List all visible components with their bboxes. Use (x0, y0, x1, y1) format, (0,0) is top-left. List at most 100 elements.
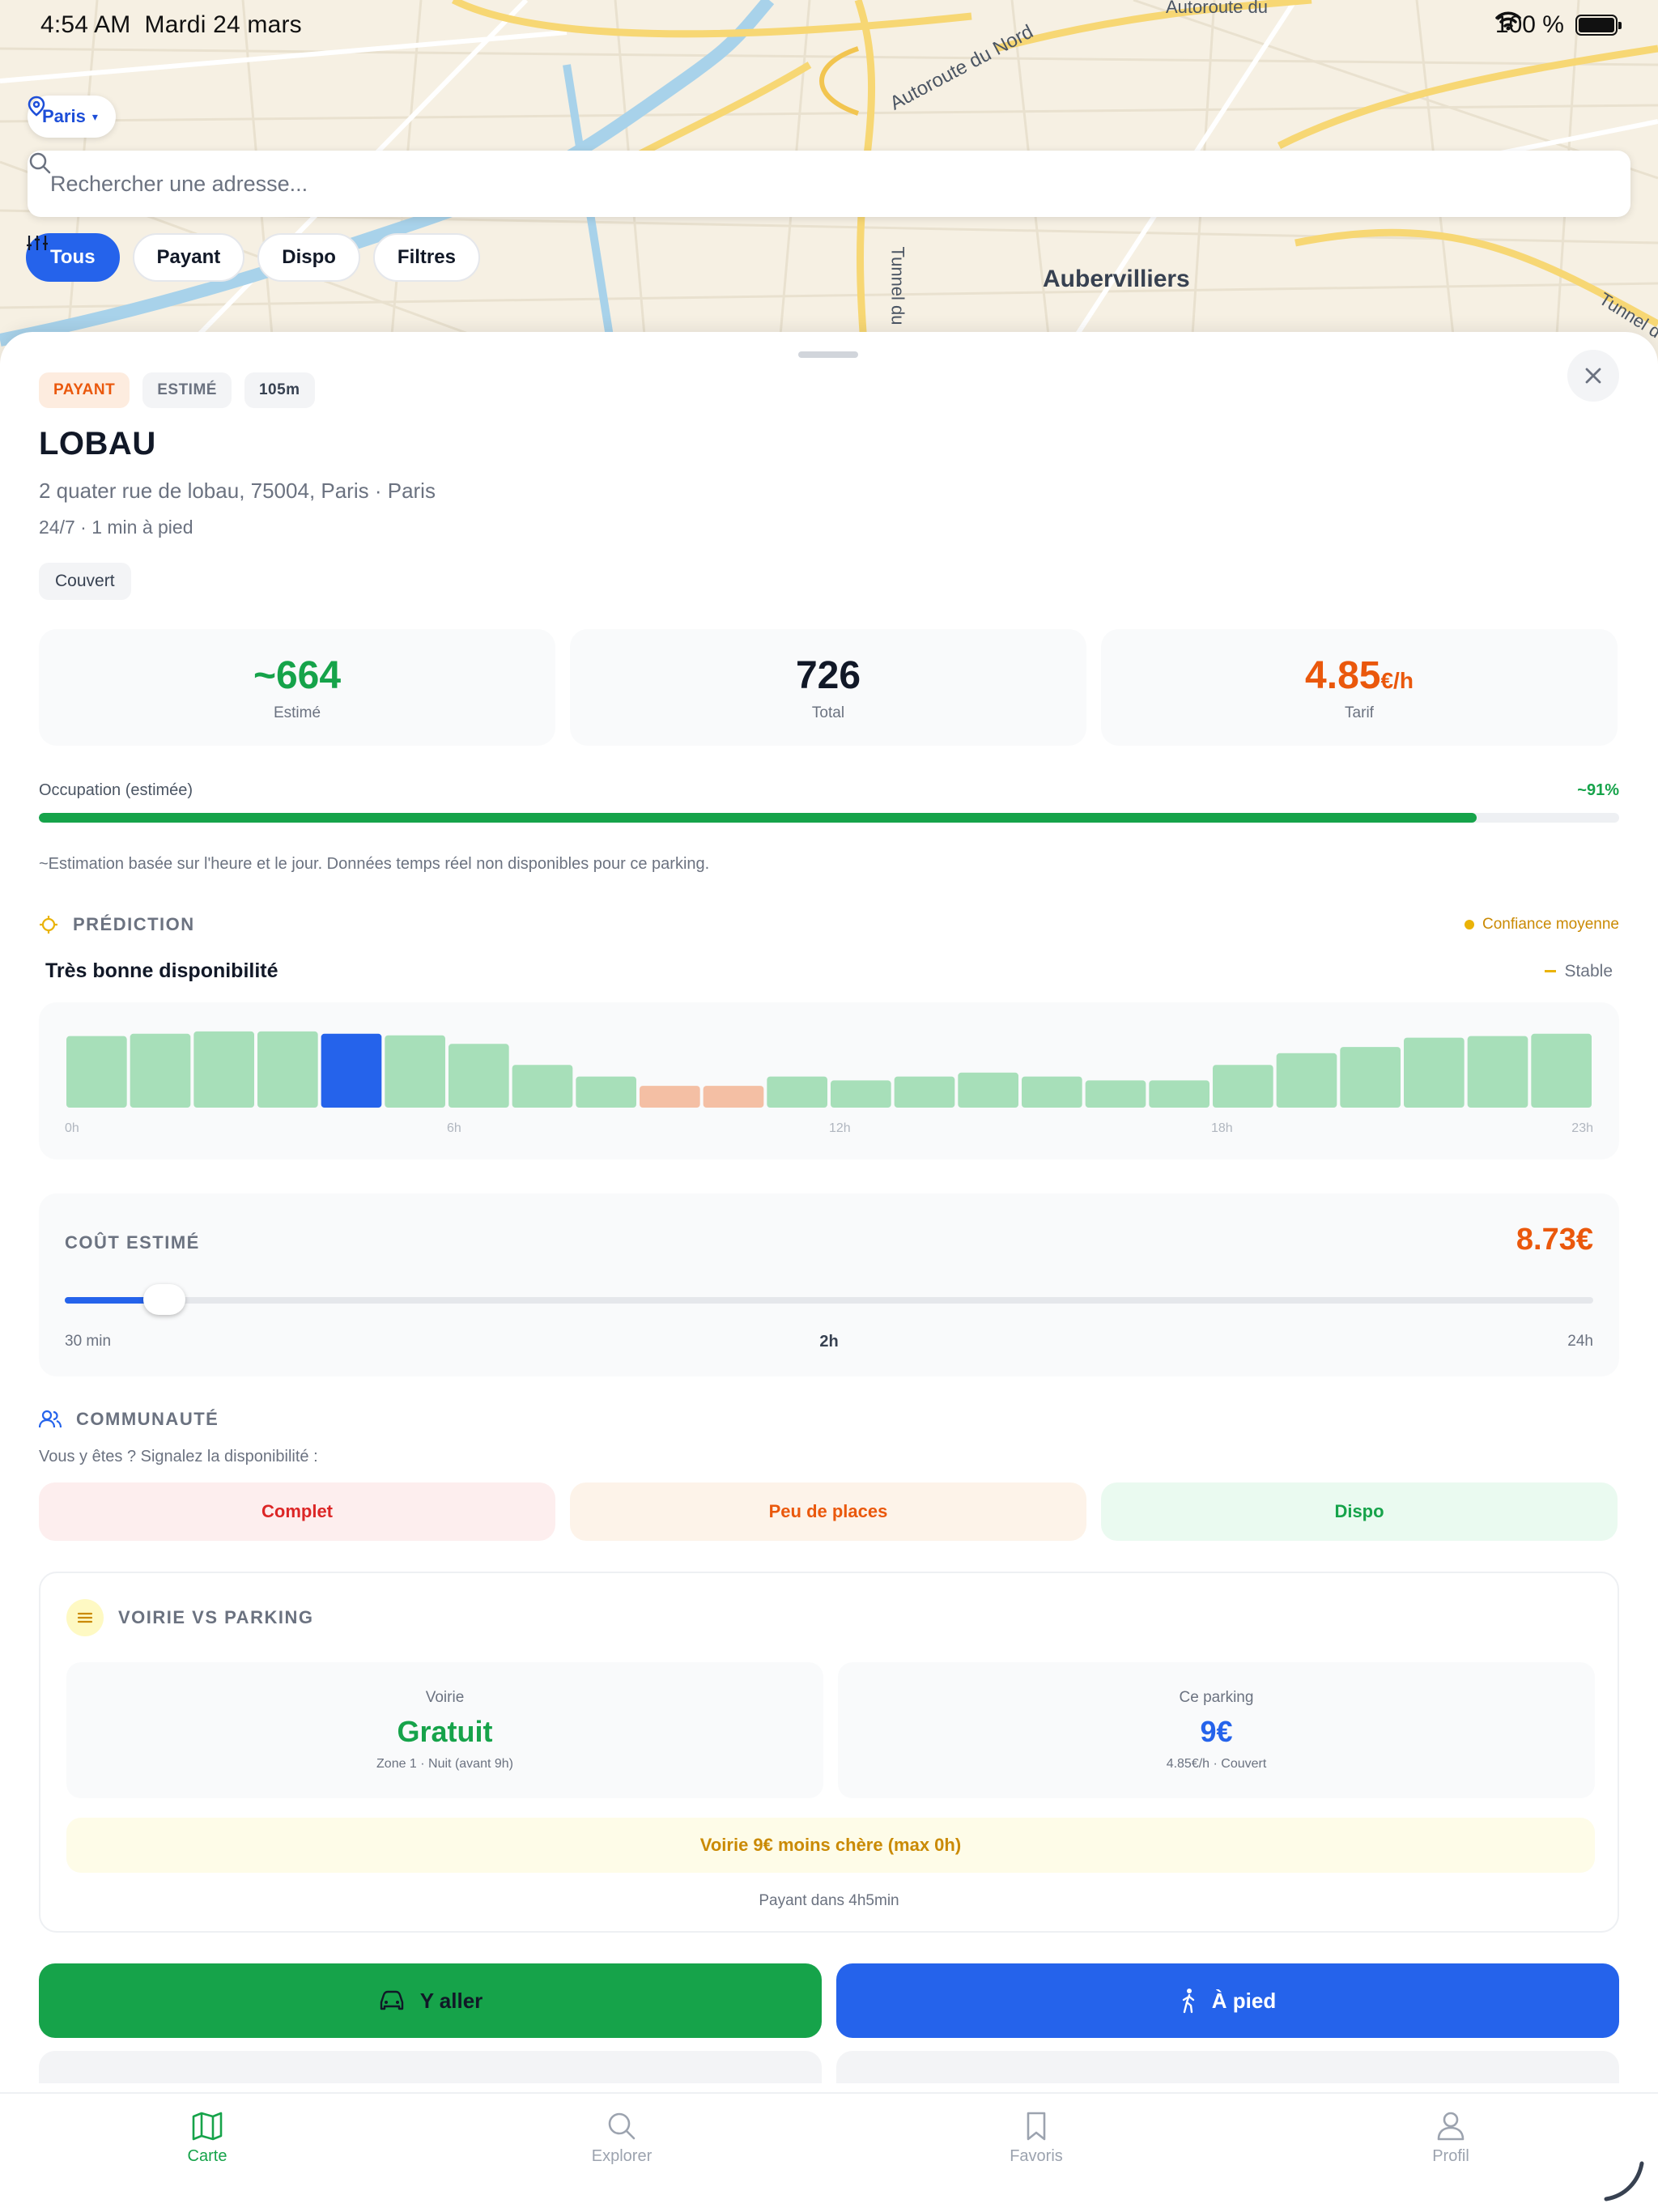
filter-chip-filtres-label: Filtres (397, 246, 456, 268)
filter-chip-dispo[interactable]: Dispo (257, 233, 360, 282)
hour-axis-label: 18h (1211, 1121, 1233, 1135)
bookmark-icon (1027, 2112, 1046, 2141)
community-prompt: Vous y êtes ? Signalez la disponibilité … (39, 1448, 318, 1465)
hour-bar (193, 1031, 254, 1108)
filter-chips: Tous Payant Dispo Filtres (26, 233, 480, 282)
duration-slider-thumb[interactable] (142, 1284, 185, 1315)
map-label-aubervilliers: Aubervilliers (1043, 266, 1190, 292)
tag-payant: PAYANT (39, 372, 130, 408)
tab-carte-label: Carte (187, 2147, 227, 2165)
parking-tags: PAYANT ESTIMÉ 105m (39, 372, 1619, 408)
this-parking-card: Ce parking 9€ 4.85€/h · Couvert (838, 1662, 1595, 1798)
stat-rate-value: 4.85 (1305, 653, 1381, 697)
report-peu-de-places-button[interactable]: Peu de places (570, 1482, 1086, 1541)
walking-icon (1182, 1989, 1194, 2014)
map-label-tunnel: Tunnel du (887, 246, 908, 325)
hourly-histogram-chart: 0h 6h 12h 18h 23h (65, 1031, 1593, 1135)
battery-icon (1575, 15, 1622, 36)
hour-axis-label: 0h (65, 1121, 79, 1135)
hour-bar (385, 1035, 445, 1108)
tab-explorer-label: Explorer (591, 2147, 653, 2165)
close-button[interactable] (1567, 350, 1619, 402)
hour-axis-label: 23h (1571, 1121, 1593, 1135)
drive-button-label: Y aller (419, 1988, 483, 2013)
street-label: Voirie (425, 1689, 465, 1706)
walk-button[interactable]: À pied (836, 1963, 1619, 2038)
comparison-footer: Payant dans 4h5min (759, 1892, 899, 1909)
hour-bar (1404, 1037, 1465, 1108)
city-selector-label: Paris (42, 106, 86, 126)
location-pin-icon (28, 96, 45, 117)
hour-bar (1340, 1047, 1401, 1108)
stat-rate-label: Tarif (1345, 704, 1374, 721)
report-dispo-button[interactable]: Dispo (1101, 1482, 1618, 1541)
map-icon (192, 2112, 223, 2141)
community-report-buttons: Complet Peu de places Dispo (39, 1482, 1619, 1541)
confidence-dot-icon (1465, 920, 1474, 929)
cost-title: COÛT ESTIMÉ (65, 1232, 200, 1253)
stat-estimated: ~664 Estimé (39, 629, 555, 746)
tab-profil[interactable]: Profil (1244, 2094, 1658, 2212)
wifi-icon (1495, 11, 1521, 31)
tab-carte[interactable]: Carte (0, 2094, 414, 2212)
confidence-label: Confiance moyenne (1482, 916, 1619, 933)
filter-chip-payant[interactable]: Payant (132, 233, 245, 282)
filter-chip-filtres[interactable]: Filtres (27, 233, 480, 282)
tag-estime: ESTIMÉ (142, 372, 232, 408)
slider-selected-label: 2h (819, 1333, 839, 1351)
hour-bar-current (321, 1033, 382, 1108)
hour-bar (1276, 1053, 1337, 1108)
parking-detail: 4.85€/h · Couvert (1166, 1757, 1267, 1771)
cost-estimator: COÛT ESTIMÉ 8.73€ 30 min 2h 24h (39, 1193, 1619, 1376)
duration-slider[interactable] (65, 1297, 1593, 1304)
prediction-trend: Stable (1564, 961, 1613, 981)
prediction-summary: Très bonne disponibilité (45, 959, 278, 982)
sliders-icon (27, 236, 48, 250)
drive-button[interactable]: Y aller (39, 1963, 822, 2038)
map-view[interactable]: Autoroute du Nord Tunnel du Aubervillier… (0, 0, 1658, 372)
feature-tag-couvert: Couvert (39, 563, 131, 600)
prediction-header: PRÉDICTION Confiance moyenne (39, 914, 1619, 935)
hour-bar (449, 1044, 509, 1108)
filter-chip-tous[interactable]: Tous (26, 233, 120, 282)
hour-bar (640, 1086, 700, 1108)
stat-estimated-value: ~664 (253, 653, 342, 697)
search-input[interactable] (50, 171, 1507, 197)
community-title: COMMUNAUTÉ (76, 1409, 219, 1429)
street-price: Gratuit (397, 1715, 493, 1748)
report-complet-button[interactable]: Complet (39, 1482, 555, 1541)
prediction-title: PRÉDICTION (73, 914, 195, 934)
occupancy-header: Occupation (estimée) ~91% (39, 781, 1619, 800)
hour-bar (1085, 1080, 1146, 1108)
action-buttons: Y aller À pied (39, 1963, 1619, 2038)
tab-explorer[interactable]: Explorer (414, 2094, 829, 2212)
city-selector[interactable]: Paris ▾ (28, 96, 116, 138)
occupancy-percent: ~91% (1577, 781, 1619, 799)
slider-max-label: 24h (1567, 1333, 1593, 1350)
comparison-banner: Voirie 9€ moins chère (max 0h) (66, 1818, 1595, 1873)
tab-favoris-label: Favoris (1010, 2147, 1063, 2165)
hour-bar (257, 1031, 318, 1108)
hour-bar (1149, 1080, 1209, 1108)
slider-min-label: 30 min (65, 1333, 112, 1350)
crosshair-icon (40, 916, 57, 934)
stat-estimated-label: Estimé (273, 704, 321, 721)
sheet-grabber[interactable] (798, 351, 858, 358)
tab-profil-label: Profil (1432, 2147, 1469, 2165)
hour-axis-label: 12h (829, 1121, 851, 1135)
search-bar[interactable] (28, 151, 1630, 217)
hour-bar (1531, 1033, 1592, 1108)
parking-detail-sheet: PAYANT ESTIMÉ 105m LOBAU 2 quater rue de… (0, 332, 1658, 2097)
sheet-content: PAYANT ESTIMÉ 105m LOBAU 2 quater rue de… (39, 372, 1619, 2083)
hour-bar (576, 1076, 636, 1108)
hour-bar (1022, 1076, 1082, 1108)
cost-value: 8.73€ (1516, 1223, 1593, 1257)
duration-slider-fill (65, 1297, 164, 1304)
stat-total-value: 726 (795, 653, 861, 697)
list-icon (66, 1599, 104, 1636)
community-header: COMMUNAUTÉ (39, 1409, 1619, 1430)
tab-bar: Carte Explorer Favoris Profil (0, 2092, 1658, 2212)
search-icon (608, 2112, 636, 2140)
parking-stats: ~664 Estimé 726 Total 4.85€/h Tarif (39, 629, 1619, 746)
tab-favoris[interactable]: Favoris (829, 2094, 1244, 2212)
